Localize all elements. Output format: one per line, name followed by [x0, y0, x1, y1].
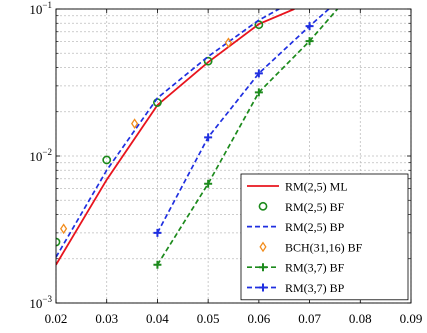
series-layer: [56, 9, 339, 269]
series-5: [153, 9, 330, 237]
y-tick-label: 10−1: [29, 0, 52, 17]
legend-swatch-marker: [258, 201, 268, 211]
series-0: [56, 9, 295, 266]
data-point: [254, 69, 263, 78]
data-point: [224, 37, 233, 49]
series-2: [56, 9, 280, 258]
legend-box: [240, 173, 409, 301]
legend: RM(2,5) ML RM(2,5) BF RM(2,5) BP BCH(31,16)…: [240, 173, 409, 301]
legend-label: RM(2,5) BF: [285, 200, 345, 214]
x-tick-label: 0.07: [298, 311, 321, 326]
data-point: [153, 260, 162, 269]
data-point: [305, 22, 314, 31]
legend-label: RM(2,5) ML: [285, 180, 348, 194]
data-point: [204, 179, 213, 188]
x-tick-label: 0.05: [197, 311, 220, 326]
series-3: [60, 37, 233, 235]
legend-item: RM(3,7) BF: [247, 261, 345, 275]
y-tick-label: 10−3: [29, 294, 52, 311]
legend-item: BCH(31,16) BF: [259, 240, 363, 254]
legend-swatch-marker: [259, 263, 267, 272]
legend-swatch-marker: [259, 283, 267, 292]
series-line: [56, 9, 280, 258]
x-tick-label: 0.03: [95, 311, 118, 326]
x-tick-label: 0.06: [247, 311, 270, 326]
data-point: [203, 56, 213, 66]
legend-label: BCH(31,16) BF: [285, 240, 363, 254]
data-point: [204, 133, 213, 142]
data-point: [305, 37, 314, 46]
x-tick-label: 0.08: [349, 311, 372, 326]
legend-item: RM(2,5) BF: [258, 200, 345, 214]
data-point: [153, 228, 162, 237]
x-tick-label: 0.09: [400, 311, 423, 326]
legend-item: RM(3,7) BP: [247, 281, 345, 295]
series-line: [56, 9, 295, 266]
legend-label: RM(3,7) BF: [285, 261, 345, 275]
axis-ticks: 0.02 0.03 0.04 0.05 0.06 0.07 0.08 0.09 10−3 10−2…: [29, 0, 422, 326]
legend-label: RM(3,7) BP: [285, 281, 345, 295]
legend-item: RM(2,5) ML: [247, 180, 348, 194]
x-tick-label: 0.04: [146, 311, 169, 326]
series-line: [156, 9, 330, 234]
series-4: [153, 9, 339, 269]
data-point: [60, 223, 68, 235]
legend-item: RM(2,5) BP: [247, 220, 345, 234]
x-tick-label: 0.02: [45, 311, 68, 326]
data-point: [131, 118, 139, 130]
legend-swatch-marker: [259, 241, 267, 253]
y-tick-label: 10−2: [29, 147, 52, 164]
data-point: [102, 155, 112, 165]
data-point: [254, 88, 263, 97]
legend-label: RM(2,5) BP: [285, 220, 345, 234]
